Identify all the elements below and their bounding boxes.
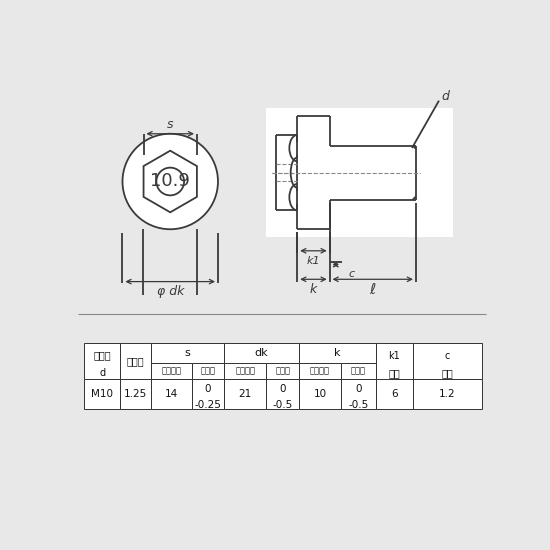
Bar [299, 378, 341, 409]
Text: d: d [441, 90, 449, 103]
Text: k: k [334, 348, 340, 358]
Text: 10.9: 10.9 [150, 173, 190, 190]
Bar [84, 343, 120, 378]
Text: ピッチ: ピッチ [126, 356, 145, 366]
Text: φ dk: φ dk [157, 285, 184, 298]
Bar [267, 378, 299, 409]
Text: d: d [99, 368, 105, 378]
Text: 最小: 最小 [442, 368, 453, 378]
Text: ℓ: ℓ [370, 282, 376, 297]
Bar [120, 343, 151, 378]
Text: 0: 0 [279, 384, 286, 394]
Text: 許容差: 許容差 [200, 366, 216, 376]
Text: 最小: 最小 [388, 368, 400, 378]
Text: k1: k1 [307, 256, 320, 266]
Text: 0: 0 [355, 384, 362, 394]
Bar [299, 363, 341, 378]
Bar [299, 343, 376, 363]
Bar [341, 378, 376, 409]
Bar [151, 343, 224, 363]
Text: 呼び径: 呼び径 [94, 350, 111, 361]
Text: 6: 6 [391, 389, 398, 399]
Text: 許容差: 許容差 [351, 366, 366, 376]
Bar [376, 343, 412, 378]
Bar [224, 378, 267, 409]
Bar [412, 378, 482, 409]
Bar [224, 363, 267, 378]
Text: 14: 14 [165, 389, 178, 399]
Text: M10: M10 [91, 389, 113, 399]
Text: c: c [445, 350, 450, 361]
Bar [192, 378, 224, 409]
Text: s: s [167, 118, 173, 131]
Text: 1.2: 1.2 [439, 389, 456, 399]
Text: k: k [310, 283, 317, 296]
Text: c: c [348, 269, 354, 279]
Text: 0: 0 [205, 384, 211, 394]
Text: 基準寸法: 基準寸法 [161, 366, 182, 376]
Bar [224, 343, 299, 363]
Text: -0.5: -0.5 [272, 400, 293, 410]
Text: 1.25: 1.25 [124, 389, 147, 399]
Text: s: s [185, 348, 190, 358]
Bar [267, 108, 453, 237]
Bar [120, 378, 151, 409]
Text: k1: k1 [388, 350, 400, 361]
Text: 10: 10 [314, 389, 327, 399]
Text: -0.5: -0.5 [348, 400, 368, 410]
Text: -0.25: -0.25 [195, 400, 222, 410]
Bar [151, 378, 192, 409]
Bar [192, 363, 224, 378]
Bar [84, 378, 120, 409]
Text: 21: 21 [239, 389, 252, 399]
Bar [267, 363, 299, 378]
Text: 基準寸法: 基準寸法 [235, 366, 255, 376]
Bar [151, 363, 192, 378]
Bar [341, 363, 376, 378]
Bar [376, 378, 412, 409]
Text: dk: dk [255, 348, 268, 358]
Text: 基準寸法: 基準寸法 [310, 366, 330, 376]
Circle shape [156, 168, 184, 195]
Circle shape [123, 134, 218, 229]
Bar [412, 343, 482, 378]
Text: 許容差: 許容差 [275, 366, 290, 376]
